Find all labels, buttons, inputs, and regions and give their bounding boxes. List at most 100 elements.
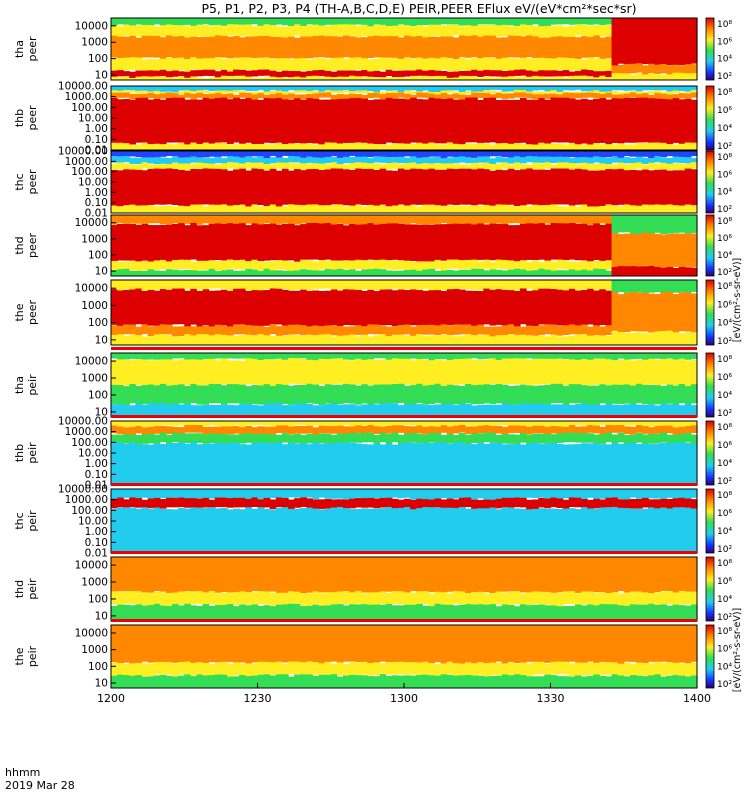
heatmap-cell (458, 70, 466, 78)
heatmap-cell (434, 507, 442, 553)
heatmap-cell (477, 291, 484, 327)
heatmap-cell (471, 604, 478, 621)
heatmap-cell (275, 421, 283, 426)
heatmap-cell (336, 90, 344, 94)
heatmap-cell (123, 590, 130, 604)
heatmap-cell (513, 225, 521, 262)
heatmap-cell (605, 25, 613, 37)
heatmap-cell (452, 405, 460, 417)
heatmap-cell (226, 215, 234, 225)
heatmap-cell (355, 425, 362, 434)
heatmap-cell (513, 92, 521, 98)
heatmap-cell (239, 434, 246, 444)
heatmap-cell (495, 204, 503, 213)
heatmap-cell (642, 232, 649, 266)
heatmap-cell (593, 77, 600, 80)
heatmap-cell (513, 404, 521, 417)
heatmap-cell (446, 289, 454, 325)
heatmap-cell (556, 593, 564, 606)
heatmap-cell (123, 71, 130, 78)
heatmap-cell (349, 604, 356, 621)
heatmap-cell (648, 162, 655, 169)
heatmap-cell (123, 489, 130, 498)
heatmap-cell (501, 76, 509, 80)
heatmap-cell (300, 215, 307, 224)
heatmap-cell (672, 163, 680, 170)
heatmap-cell (526, 625, 533, 662)
heatmap-cell (611, 384, 619, 404)
heatmap-cell (678, 383, 686, 404)
heatmap-cell (288, 71, 295, 78)
heatmap-cell (556, 404, 564, 417)
heatmap-cell (654, 499, 661, 509)
heatmap-cell (379, 215, 387, 225)
heatmap-cell (312, 75, 320, 80)
heatmap-cell (416, 325, 423, 335)
heatmap-cell (410, 86, 417, 91)
heatmap-cell (629, 157, 637, 165)
heatmap-cell (495, 169, 503, 206)
heatmap-cell (129, 93, 137, 100)
heatmap-cell (538, 215, 545, 224)
heatmap-cell (214, 360, 222, 386)
heatmap-cell (318, 334, 326, 345)
heatmap-cell (519, 24, 527, 36)
heatmap-cell (135, 151, 143, 158)
heatmap-cell (135, 70, 143, 77)
heatmap-cell (251, 325, 259, 336)
heatmap-cell (629, 18, 637, 64)
y-tick-label: 100.00 (71, 505, 108, 517)
heatmap-cell (391, 508, 399, 553)
heatmap-cell (587, 508, 594, 553)
heatmap-cell (452, 336, 460, 345)
heatmap-cell (294, 24, 301, 36)
heatmap-cell (202, 557, 210, 594)
heatmap-cell (312, 204, 320, 213)
heatmap-cell (330, 489, 338, 499)
heatmap-cell (300, 606, 307, 621)
heatmap-cell (129, 25, 137, 37)
heatmap-cell (629, 266, 637, 276)
heatmap-cell (312, 163, 320, 170)
heatmap-cell (111, 353, 118, 359)
heatmap-cell (208, 353, 216, 361)
heatmap-cell (422, 434, 430, 445)
heatmap-cell (605, 676, 613, 688)
heatmap-cell (452, 223, 460, 261)
heatmap-cell (513, 606, 521, 621)
heatmap-cell (239, 270, 246, 276)
heatmap-cell (397, 383, 405, 403)
heatmap-cell (397, 425, 405, 433)
x-tick-label: 1230 (244, 692, 272, 705)
heatmap-cell (391, 489, 399, 498)
heatmap-cell (349, 442, 356, 485)
heatmap-cell (678, 421, 686, 428)
heatmap-cell (165, 261, 173, 271)
heatmap-cell (184, 625, 191, 663)
heatmap-cell (318, 625, 326, 664)
heatmap-cell (495, 662, 503, 676)
heatmap-cell (275, 151, 283, 158)
heatmap-cell (422, 280, 430, 289)
heatmap-cell (556, 676, 564, 688)
heatmap-cell (684, 360, 692, 387)
heatmap-cell (416, 164, 423, 171)
heatmap-cell (581, 144, 588, 150)
heatmap-cell (404, 557, 411, 594)
heatmap-cell (397, 92, 405, 98)
heatmap-cell (196, 405, 204, 417)
heatmap-cell (233, 280, 240, 290)
heatmap-cell (458, 591, 466, 605)
heatmap-cell (245, 334, 252, 345)
heatmap-cell (495, 259, 503, 269)
heatmap-cell (562, 92, 570, 98)
heatmap-cell (367, 353, 375, 361)
heatmap-cell (318, 86, 326, 92)
heatmap-cell (312, 261, 320, 271)
heatmap-cell (458, 18, 466, 26)
heatmap-cell (318, 18, 326, 27)
heatmap-cell (593, 434, 600, 445)
heatmap-cell (111, 260, 118, 271)
